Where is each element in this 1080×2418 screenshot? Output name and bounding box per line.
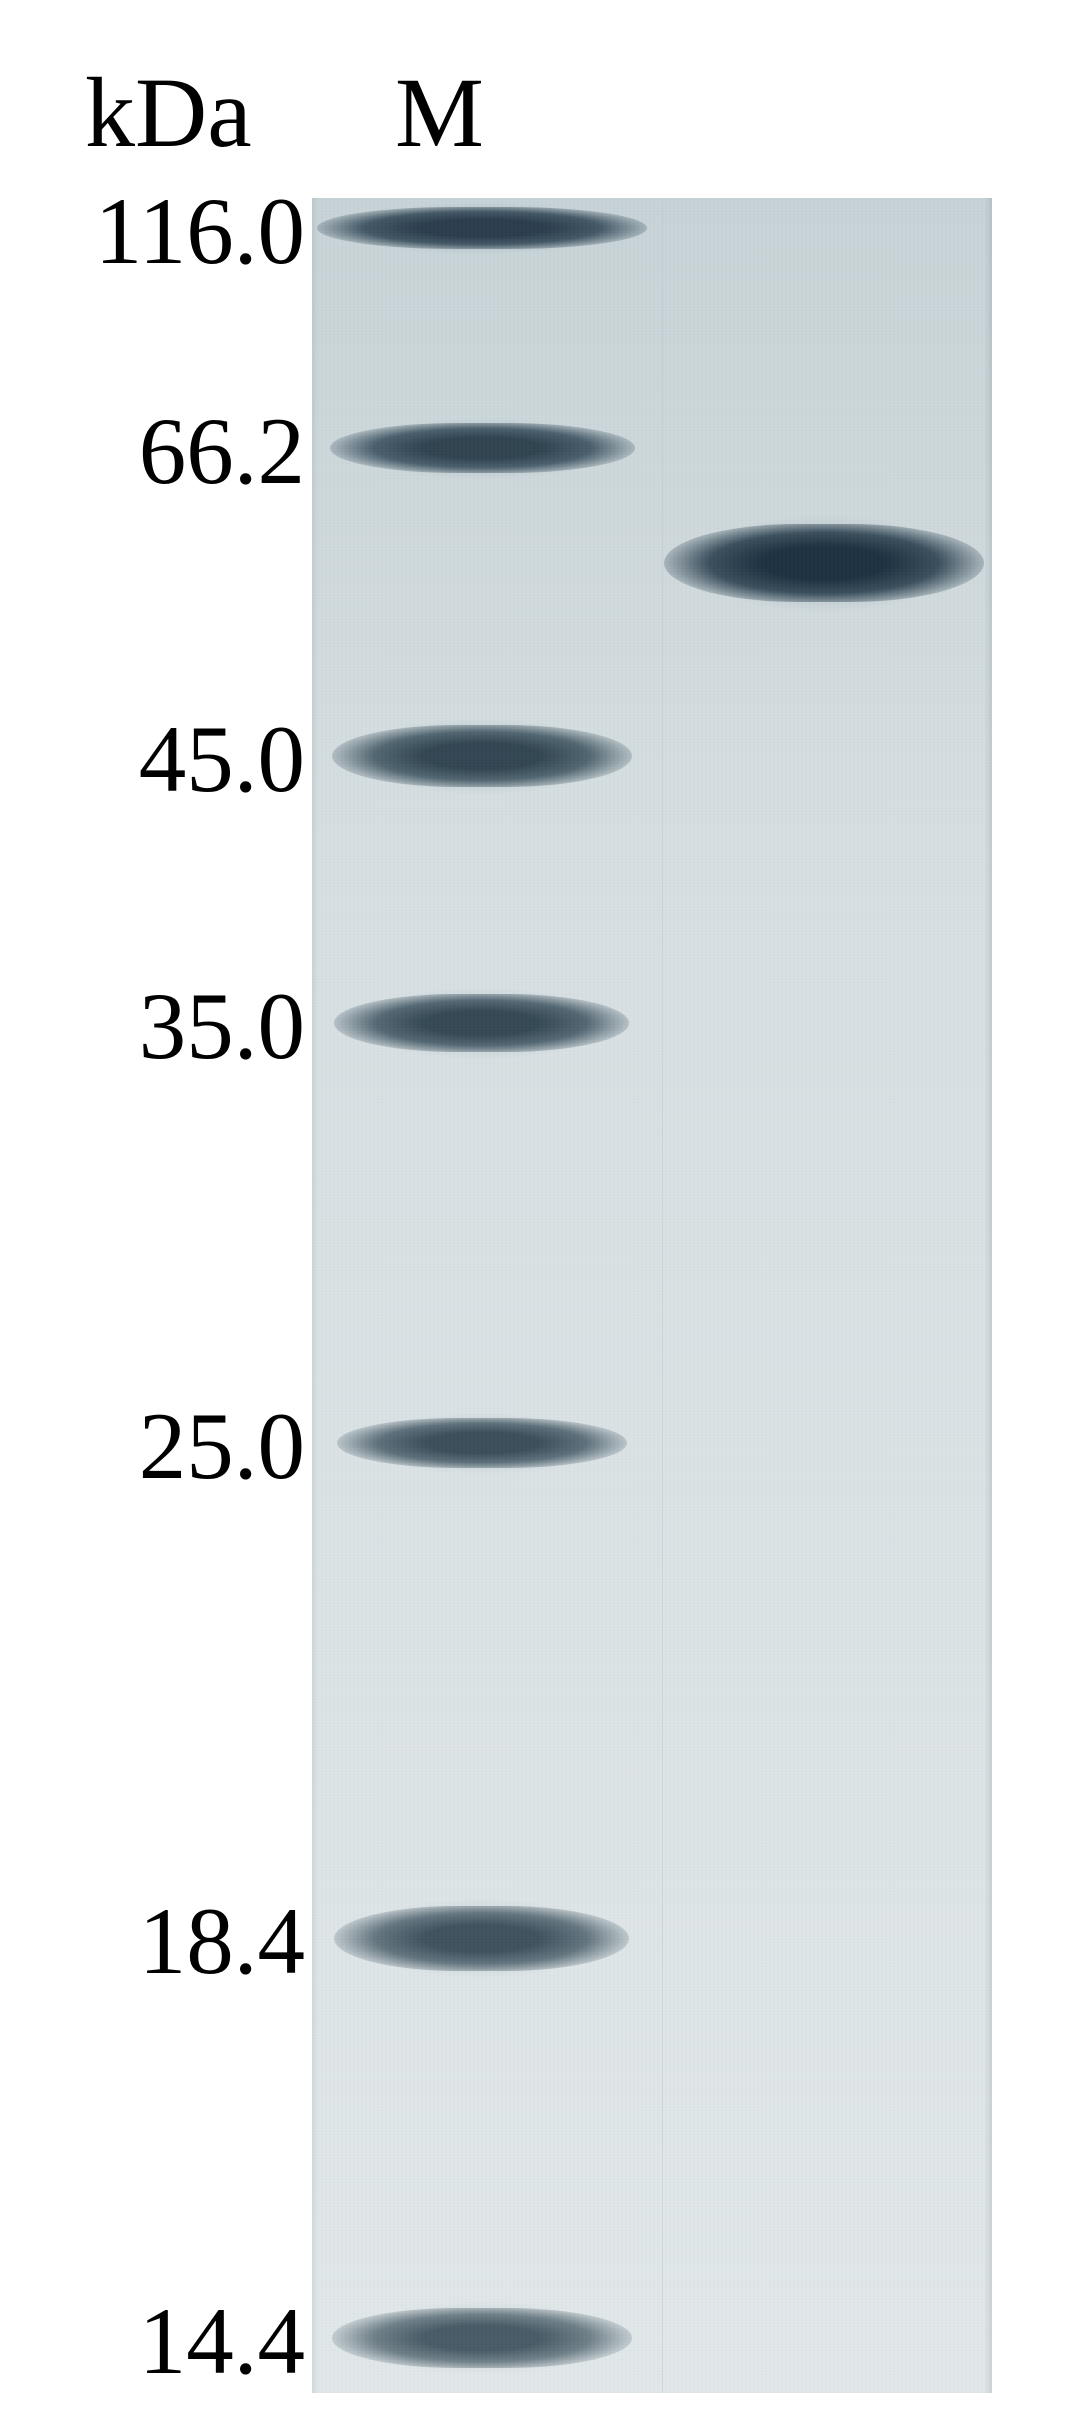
gel-right-edge [984,198,992,2393]
marker-label: 25.0 [15,1391,305,1501]
header-kda-label: kDa [85,55,252,170]
header-m-label: M [395,55,484,170]
marker-label: 45.0 [15,704,305,814]
marker-band [337,1418,627,1468]
marker-label: 116.0 [15,176,305,286]
sample-band [664,524,984,602]
marker-label: 14.4 [15,2286,305,2396]
sample-lane [652,198,992,2393]
marker-lane [312,198,652,2393]
marker-label: 66.2 [15,396,305,506]
marker-band [334,1906,629,1971]
marker-label: 18.4 [15,1886,305,1996]
marker-band [330,423,635,473]
marker-label: 35.0 [15,971,305,1081]
marker-band [332,2308,632,2368]
marker-band [334,994,629,1052]
gel-figure-container: kDa M 116.0 66.2 45.0 35.0 25.0 18.4 14.4 [0,0,1080,2418]
marker-band [317,207,647,249]
marker-band [332,725,632,787]
gel-left-edge [312,198,318,2393]
gel-image-area [312,198,992,2393]
